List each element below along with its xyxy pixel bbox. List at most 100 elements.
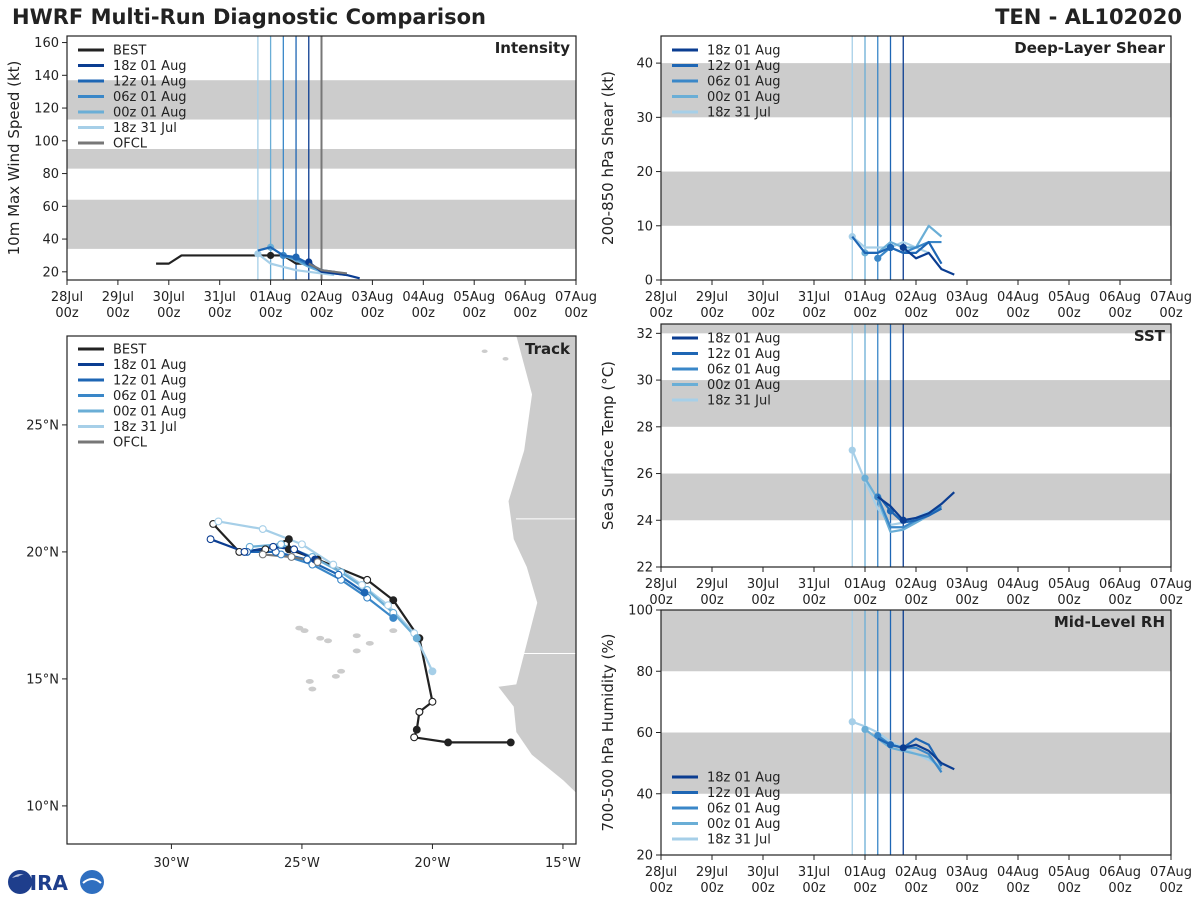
intensity-point-18z-31-jul-0 (254, 250, 262, 258)
intensity-ytick-label-160: 160 (34, 36, 59, 51)
track-legend-label-ofcl: OFCL (113, 436, 148, 451)
sst-ytick-label-24: 24 (636, 514, 653, 529)
sst-ytick-label-30: 30 (636, 374, 653, 389)
sst-ytick-label-22: 22 (636, 561, 653, 576)
intensity-xtick-sublabel-3: 00z (208, 306, 232, 321)
rh-ytick-label-20: 20 (636, 849, 653, 864)
shear-legend-label-06z-01-aug: 06z 01 Aug (707, 75, 781, 90)
track-ytick-label-15-n: 15°N (26, 672, 59, 687)
intensity-xtick-label-1: 29Jul (102, 290, 134, 305)
sst-legend-label-12z-01-aug: 12z 01 Aug (707, 347, 781, 362)
canary-island-0 (481, 349, 488, 354)
shear-xtick-label-6: 03Aug (946, 290, 988, 305)
intensity-point-12z-01-aug-0 (292, 253, 300, 261)
shear-ytick-label-40: 40 (636, 57, 653, 72)
shear-ylabel: 200-850 hPa Shear (kt) (599, 71, 617, 245)
sst-xtick-sublabel-1: 00z (700, 593, 724, 608)
cira-logo: CIRA (8, 870, 104, 895)
track-point-ofcl-2 (258, 550, 267, 559)
shear-xtick-label-9: 06Aug (1099, 290, 1141, 305)
shear-xtick-label-4: 01Aug (844, 290, 886, 305)
track-series-00z-01-aug (249, 543, 418, 640)
track-point-best-6 (428, 697, 437, 706)
track-legend-label-18z-01-aug: 18z 01 Aug (113, 358, 187, 373)
rh-title: Mid-Level RH (1054, 613, 1165, 631)
intensity-legend-label-06z-01-aug: 06z 01 Aug (113, 90, 187, 105)
intensity-xtick-sublabel-4: 00z (259, 306, 283, 321)
track-point-best-5 (415, 707, 424, 716)
intensity-ytick-label-140: 140 (34, 69, 59, 84)
track-point-ofcl-1 (287, 553, 296, 561)
track-point-18z-31-jul-6 (258, 525, 267, 533)
shear-point-12z-01-aug-0 (886, 243, 895, 252)
shear-point-06z-01-aug-0 (874, 254, 882, 262)
cabo-verde-island-4 (300, 628, 309, 634)
track-xtick-label-15-w: 15°W (545, 856, 581, 871)
track-point-18z-31-jul-0 (428, 667, 437, 676)
shear-plot-area (661, 36, 1171, 280)
shear-xtick-sublabel-10: 00z (1159, 306, 1183, 321)
track-legend-label-18z-31-jul: 18z 31 Jul (113, 420, 177, 435)
shear-legend-label-12z-01-aug: 12z 01 Aug (707, 59, 781, 74)
rh-point-18z-01-aug-0 (899, 744, 907, 752)
track-point-best-0 (506, 738, 515, 747)
intensity-legend-label-00z-01-aug: 00z 01 Aug (113, 106, 187, 121)
rh-xtick-sublabel-7: 00z (1006, 881, 1030, 896)
intensity-ytick-label-40: 40 (42, 233, 59, 248)
shear-legend-label-00z-01-aug: 00z 01 Aug (707, 90, 781, 105)
intensity-series-ofcl (308, 262, 348, 275)
track-point-best-1 (444, 738, 453, 747)
sst-xtick-label-1: 29Jul (696, 577, 728, 592)
rh-point-12z-01-aug-0 (886, 741, 895, 749)
sst-xtick-sublabel-8: 00z (1057, 593, 1081, 608)
cabo-verde-island-5 (305, 679, 314, 684)
track-point-00z-01-aug-5 (277, 540, 285, 549)
rh-series-18z-01-aug (902, 743, 955, 771)
cabo-verde-island-1 (316, 635, 325, 641)
shear-xtick-sublabel-0: 00z (649, 306, 673, 321)
seal-icon (80, 870, 104, 894)
track-point-18z-31-jul-2 (384, 601, 393, 610)
sst-xtick-label-4: 01Aug (844, 577, 886, 592)
rh-xtick-label-4: 01Aug (844, 865, 886, 880)
track-legend-label-best: BEST (113, 343, 146, 358)
shear-point-18z-01-aug-0 (899, 243, 907, 252)
cabo-verde-island-10 (365, 640, 374, 646)
sst-xtick-label-2: 30Jul (747, 577, 779, 592)
intensity-ylabel: 10m Max Wind Speed (kt) (5, 61, 23, 256)
intensity-xtick-sublabel-10: 00z (564, 306, 588, 321)
intensity-series-18z-31-jul (257, 252, 335, 277)
sst-xtick-label-9: 06Aug (1099, 577, 1141, 592)
shear-ytick-label-30: 30 (636, 111, 653, 126)
rh-xtick-label-8: 05Aug (1048, 865, 1090, 880)
track-point-12z-01-aug-2 (303, 555, 312, 564)
intensity-xtick-sublabel-8: 00z (463, 306, 487, 321)
sst-point-18z-31-jul-0 (848, 446, 856, 454)
shear-band-0 (661, 171, 1171, 226)
sst-ylabel: Sea Surface Temp (°C) (599, 361, 617, 530)
track-ytick-label-20-n: 20°N (26, 545, 59, 560)
sst-legend-label-00z-01-aug: 00z 01 Aug (707, 378, 781, 393)
shear-series-18z-01-aug (902, 246, 955, 276)
intensity-legend-label-best: BEST (113, 44, 146, 59)
track-xtick-label-25-w: 25°W (284, 856, 320, 871)
shear-xtick-sublabel-7: 00z (1006, 306, 1030, 321)
intensity-plot-area (67, 36, 576, 280)
shear-xtick-sublabel-4: 00z (853, 306, 877, 321)
track-ytick-label-10-n: 10°N (26, 799, 59, 814)
track-point-12z-01-aug-1 (334, 570, 343, 579)
shear-legend-label-18z-31-jul: 18z 31 Jul (707, 106, 771, 121)
shear-legend-label-18z-01-aug: 18z 01 Aug (707, 44, 781, 59)
rh-point-18z-31-jul-0 (848, 718, 856, 726)
rh-xtick-label-7: 04Aug (997, 865, 1039, 880)
intensity-legend-label-ofcl: OFCL (113, 137, 148, 152)
intensity-ytick-label-120: 120 (34, 102, 59, 117)
cabo-verde-island-9 (324, 638, 333, 644)
rh-xtick-label-6: 03Aug (946, 865, 988, 880)
rh-ytick-label-60: 60 (636, 726, 653, 741)
cabo-verde-island-2 (331, 673, 340, 679)
rh-xtick-sublabel-3: 00z (802, 881, 826, 896)
track-point-18z-01-aug-4 (206, 535, 215, 544)
shear-xtick-label-2: 30Jul (747, 290, 779, 305)
cabo-verde-island-3 (352, 648, 361, 654)
